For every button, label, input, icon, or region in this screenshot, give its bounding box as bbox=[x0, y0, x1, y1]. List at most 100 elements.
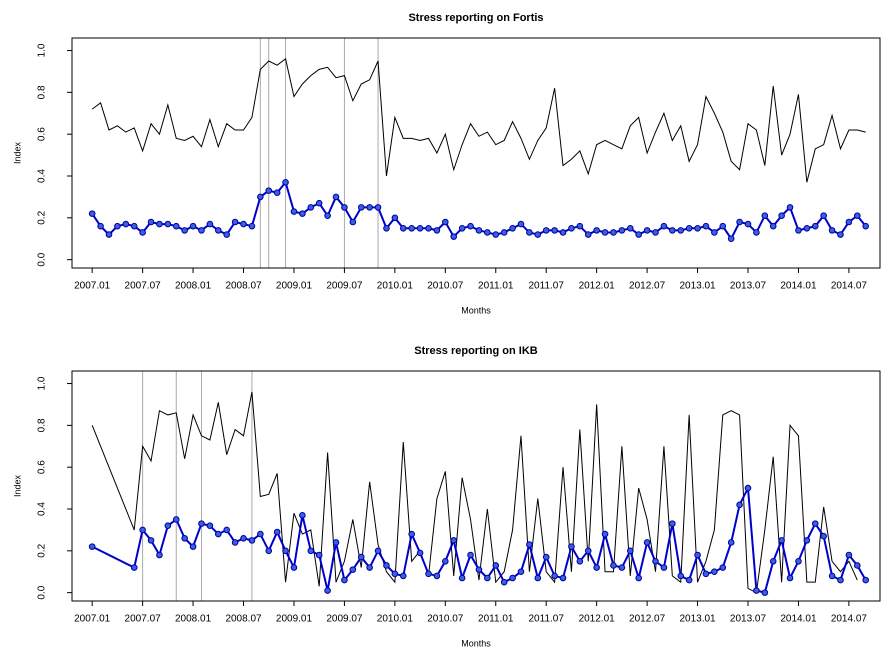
point bbox=[559, 229, 567, 236]
y-tick-label: 1.0 bbox=[37, 376, 48, 390]
point bbox=[223, 231, 231, 238]
x-tick-label: 2011.07 bbox=[529, 281, 565, 292]
point bbox=[694, 224, 701, 232]
point bbox=[769, 222, 777, 230]
point bbox=[88, 543, 96, 550]
point bbox=[374, 204, 382, 211]
point bbox=[139, 229, 146, 236]
y-tick-label: 0.8 bbox=[37, 418, 48, 432]
point bbox=[122, 220, 130, 228]
point bbox=[551, 227, 558, 234]
point bbox=[399, 224, 407, 232]
point bbox=[576, 222, 584, 230]
point bbox=[509, 224, 516, 232]
point bbox=[551, 572, 558, 580]
point bbox=[669, 520, 676, 527]
point bbox=[542, 227, 550, 234]
point bbox=[248, 537, 256, 544]
point bbox=[475, 227, 483, 234]
point bbox=[156, 220, 163, 228]
point bbox=[727, 539, 735, 546]
y-tick-label: 0.6 bbox=[37, 460, 48, 474]
point bbox=[433, 572, 441, 580]
point bbox=[408, 530, 415, 538]
point bbox=[652, 557, 659, 565]
chart-title: Stress reporting on IKB bbox=[414, 345, 538, 357]
x-tick-label: 2007.01 bbox=[74, 614, 111, 625]
point bbox=[811, 222, 819, 230]
point bbox=[761, 589, 769, 596]
point bbox=[719, 222, 727, 230]
point bbox=[736, 501, 743, 509]
point bbox=[795, 557, 802, 565]
x-tick-label: 2010.01 bbox=[377, 281, 414, 292]
point bbox=[105, 231, 113, 238]
point bbox=[803, 537, 811, 544]
point bbox=[425, 224, 432, 232]
y-tick-label: 0.8 bbox=[37, 85, 48, 99]
point bbox=[391, 214, 399, 222]
series-line bbox=[91, 391, 858, 594]
point bbox=[341, 204, 348, 211]
x-axis-label: Months bbox=[461, 305, 491, 315]
point bbox=[349, 218, 357, 226]
point bbox=[282, 178, 289, 186]
point bbox=[618, 227, 626, 234]
point bbox=[442, 218, 449, 226]
point bbox=[399, 572, 407, 580]
x-tick-label: 2013.07 bbox=[730, 281, 767, 292]
point bbox=[307, 204, 315, 211]
point bbox=[862, 222, 870, 230]
point bbox=[366, 564, 373, 571]
point bbox=[223, 526, 231, 534]
point bbox=[761, 212, 769, 220]
point bbox=[156, 551, 163, 559]
point bbox=[114, 222, 121, 230]
point bbox=[257, 530, 264, 538]
y-axis-label: Index bbox=[12, 141, 22, 164]
x-tick-label: 2010.01 bbox=[377, 614, 414, 625]
x-tick-label: 2009.07 bbox=[326, 281, 363, 292]
x-tick-label: 2009.01 bbox=[276, 281, 313, 292]
point bbox=[282, 547, 289, 555]
point bbox=[467, 222, 474, 230]
point bbox=[332, 193, 340, 201]
point bbox=[214, 530, 222, 538]
point bbox=[357, 204, 365, 211]
y-axis-label: Index bbox=[12, 474, 22, 497]
x-tick-label: 2012.01 bbox=[579, 614, 616, 625]
x-tick-label: 2009.07 bbox=[326, 614, 363, 625]
point bbox=[198, 520, 205, 527]
point bbox=[425, 570, 432, 578]
point bbox=[357, 553, 365, 561]
x-tick-label: 2008.07 bbox=[225, 614, 262, 625]
point bbox=[618, 564, 626, 571]
point bbox=[290, 564, 298, 571]
point bbox=[248, 222, 256, 230]
point bbox=[652, 229, 659, 236]
point bbox=[610, 562, 617, 569]
point bbox=[214, 227, 222, 234]
y-tick-label: 0.4 bbox=[37, 502, 48, 516]
x-tick-label: 2010.07 bbox=[427, 614, 464, 625]
x-tick-label: 2007.07 bbox=[125, 614, 162, 625]
point bbox=[492, 231, 500, 238]
point bbox=[660, 222, 668, 230]
point bbox=[231, 539, 239, 546]
point bbox=[492, 562, 500, 569]
x-tick-label: 2011.07 bbox=[529, 614, 565, 625]
x-tick-label: 2007.07 bbox=[125, 281, 162, 292]
point bbox=[442, 557, 449, 565]
point bbox=[517, 568, 525, 576]
point bbox=[324, 212, 331, 220]
x-tick-label: 2014.01 bbox=[780, 281, 817, 292]
point bbox=[702, 570, 710, 578]
x-tick-label: 2013.07 bbox=[730, 614, 767, 625]
point bbox=[458, 574, 466, 582]
point bbox=[265, 187, 273, 194]
x-tick-label: 2012.01 bbox=[579, 281, 616, 292]
point bbox=[383, 224, 390, 232]
point bbox=[778, 537, 785, 544]
x-tick-label: 2009.01 bbox=[276, 614, 313, 625]
point bbox=[383, 562, 390, 569]
